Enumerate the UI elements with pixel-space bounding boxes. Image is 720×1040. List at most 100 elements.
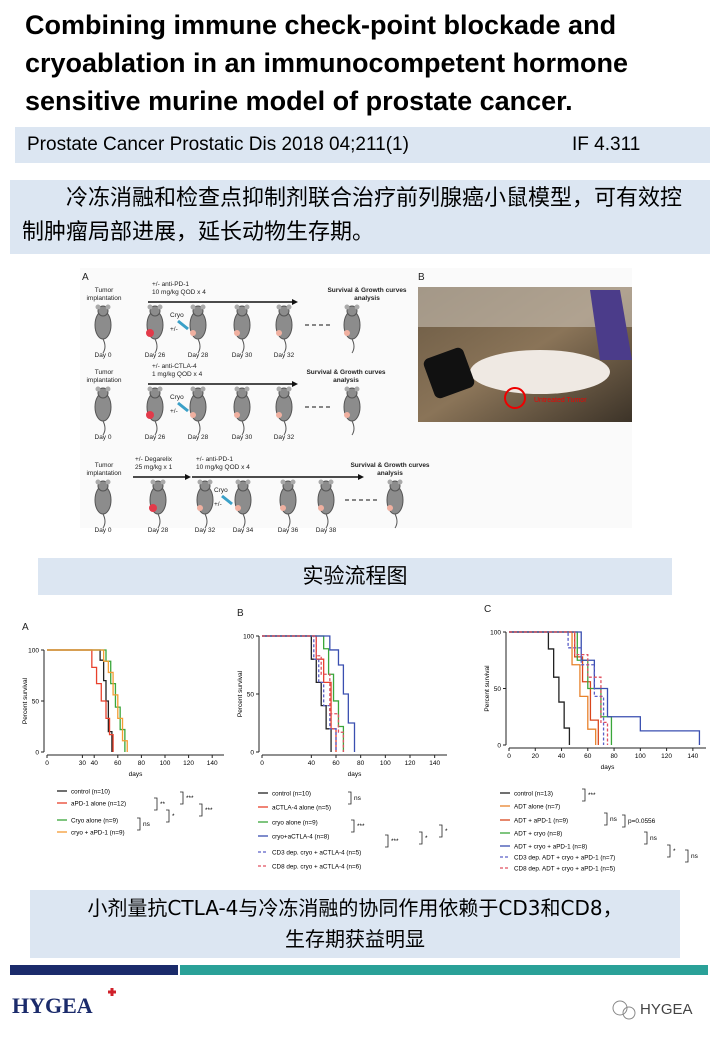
mouse-head [149, 387, 161, 399]
photo-background [418, 287, 632, 327]
significance: *** [186, 795, 194, 802]
tumor [318, 505, 324, 511]
label: +/- [170, 326, 178, 333]
legend-entry: CD3 dep. cryo + aCTLA-4 (n=5) [272, 850, 361, 857]
mouse-body [234, 485, 252, 515]
legend-entry: aCTLA-4 alone (n=5) [272, 805, 331, 812]
significance-bracket [439, 824, 443, 838]
tumor [146, 329, 154, 337]
significance: * [425, 835, 428, 842]
logo-cross [108, 988, 116, 996]
logo: HYGEA [12, 993, 93, 1018]
mouse-ear [157, 386, 163, 392]
significance: *** [391, 838, 399, 845]
label: Tumor [95, 462, 114, 469]
mouse-head [346, 387, 358, 399]
x-axis-label: days [601, 764, 615, 771]
label: 10 mg/kg QOD x 4 [152, 289, 206, 296]
x-tick-label: 30 [79, 760, 87, 767]
significance: ** [160, 801, 166, 808]
mouse-tail [351, 420, 355, 436]
mouse-body [189, 310, 207, 340]
x-tick-label: 40 [91, 760, 99, 767]
survival-curve [262, 635, 337, 752]
label: implantation [86, 377, 121, 384]
account: HYGEA [640, 1001, 693, 1018]
tumor [190, 412, 196, 418]
tumor [344, 412, 350, 418]
mouse-ear [276, 304, 282, 310]
survival-curve [47, 649, 126, 752]
mouse-head [97, 387, 109, 399]
label: Day 0 [95, 352, 112, 359]
legend-entry: CD8 dep. cryo + aCTLA-4 (n=6) [272, 864, 361, 871]
label: Day 34 [233, 527, 254, 534]
label: Day 30 [232, 434, 253, 441]
mouse-body [275, 392, 293, 422]
arrow-head [185, 474, 191, 480]
mouse-body [189, 392, 207, 422]
survival-curve [262, 635, 345, 752]
mouse-body [233, 392, 251, 422]
label: Untreated Tumor [534, 397, 587, 404]
arrow-head [292, 381, 298, 387]
mouse-ear [344, 386, 350, 392]
label: +/- anti-PD-1 [152, 281, 189, 288]
label: C [484, 604, 491, 615]
summary: 冷冻消融和检查点抑制剂联合治疗前列腺癌小鼠模型，可有效控制肿瘤局部进展，延长动物… [10, 180, 710, 254]
label: implantation [86, 470, 121, 477]
significance-bracket [685, 849, 689, 863]
legend-entry: ADT alone (n=7) [514, 804, 560, 811]
mouse-head [192, 305, 204, 317]
arrow-head [358, 474, 364, 480]
tumor [387, 505, 393, 511]
x-tick-label: 80 [357, 760, 365, 767]
tumor [235, 505, 241, 511]
legend-entry: control (n=10) [71, 789, 110, 796]
mouse-tail [157, 513, 161, 529]
x-tick-label: 120 [183, 760, 194, 767]
photo [418, 287, 632, 422]
mouse-ear [290, 479, 296, 485]
survival-curve [509, 631, 599, 745]
mouse-ear [190, 304, 196, 310]
mouse-head [320, 480, 332, 492]
label: implantation [86, 295, 121, 302]
mouse-head [278, 387, 290, 399]
mouse-tail [287, 513, 291, 529]
y-tick-label: 50 [494, 686, 502, 693]
x-tick-label: 100 [160, 760, 171, 767]
x-tick-label: 140 [429, 760, 440, 767]
photo-mouse [470, 350, 610, 394]
significance-bracket [582, 788, 586, 802]
legend-entry: CD8 dep. ADT + cryo + aPD-1 (n=5) [514, 866, 615, 873]
survival-curve [47, 649, 128, 752]
photo-glove [590, 290, 632, 360]
label: Survival & Growth curves [306, 369, 385, 376]
legend-entry: ADT + aPD-1 (n=9) [514, 818, 568, 825]
survival-curve [509, 631, 701, 745]
x-tick-label: 60 [332, 760, 340, 767]
label: Tumor [95, 287, 114, 294]
label: B [418, 272, 425, 283]
mouse-body [149, 485, 167, 515]
mouse-ear [95, 304, 101, 310]
x-tick-label: 120 [661, 753, 672, 760]
mouse-ear [344, 304, 350, 310]
mouse-ear [95, 479, 101, 485]
conclusion: 小剂量抗CTLA-4与冷冻消融的协同作用依赖于CD3和CD8， 生存期获益明显 [30, 890, 680, 958]
arrow-head [292, 299, 298, 305]
mouse-ear [354, 386, 360, 392]
label: Cryo [170, 394, 184, 401]
y-tick-label: 100 [243, 634, 254, 641]
x-tick-label: 60 [584, 753, 592, 760]
mouse-tail [204, 513, 208, 529]
mouse-tail [102, 338, 106, 354]
mouse-ear [197, 479, 203, 485]
survival-curve [509, 631, 609, 745]
significance-bracket [604, 812, 608, 826]
mouse-tail [102, 513, 106, 529]
mouse-tail [242, 513, 246, 529]
tumor [344, 330, 350, 336]
y-tick-label: 50 [247, 692, 255, 699]
